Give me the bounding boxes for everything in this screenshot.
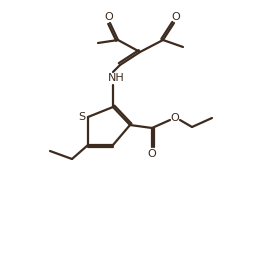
- Text: O: O: [171, 113, 179, 123]
- Text: O: O: [105, 12, 113, 22]
- Text: NH: NH: [108, 73, 124, 83]
- Text: O: O: [148, 149, 156, 159]
- Text: O: O: [172, 12, 180, 22]
- Text: S: S: [78, 112, 85, 122]
